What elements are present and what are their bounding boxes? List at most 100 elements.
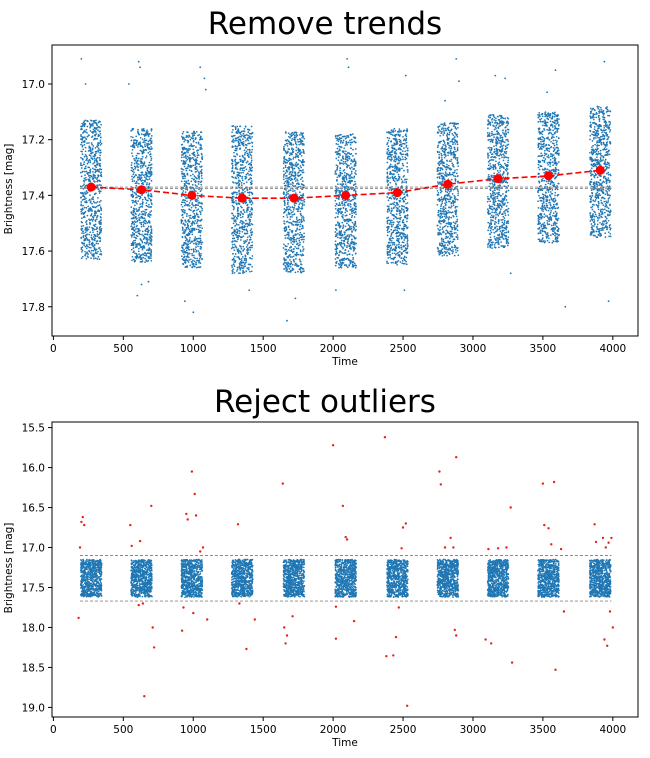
data-point — [133, 162, 136, 165]
data-point — [392, 261, 394, 264]
data-point — [83, 239, 85, 242]
data-point — [148, 238, 150, 241]
data-point — [406, 245, 409, 248]
data-point — [297, 166, 300, 169]
data-point — [290, 249, 293, 251]
data-point — [100, 219, 102, 221]
data-point — [245, 168, 248, 171]
data-point — [246, 160, 249, 163]
data-point — [96, 235, 99, 238]
data-point — [130, 193, 133, 196]
data-point — [293, 171, 296, 174]
data-point — [197, 154, 200, 156]
data-point — [397, 133, 399, 136]
data-point — [234, 145, 237, 148]
data-point — [99, 231, 101, 234]
data-point — [400, 248, 403, 250]
data-point — [133, 142, 135, 145]
data-point — [96, 145, 98, 148]
data-point — [397, 148, 400, 151]
data-point — [186, 155, 189, 158]
data-point — [193, 130, 196, 133]
data-point — [292, 236, 295, 239]
data-point — [180, 167, 183, 170]
data-point — [93, 119, 95, 122]
data-point — [184, 203, 187, 205]
data-point — [199, 165, 201, 168]
data-point — [303, 204, 306, 206]
data-point — [185, 249, 188, 252]
data-point — [93, 157, 96, 160]
data-point — [250, 208, 252, 211]
data-point — [297, 244, 300, 247]
data-point — [191, 177, 193, 180]
data-point — [147, 187, 150, 189]
data-point — [195, 212, 198, 215]
data-point — [149, 137, 152, 140]
data-point — [247, 268, 250, 271]
data-point — [100, 171, 103, 174]
data-point — [98, 226, 101, 229]
data-point — [334, 199, 337, 202]
data-point — [234, 125, 237, 128]
data-point — [344, 162, 346, 165]
data-point — [406, 220, 408, 223]
data-point — [181, 205, 184, 208]
data-point — [284, 164, 287, 167]
data-point — [132, 251, 135, 254]
data-point — [390, 172, 393, 175]
data-point — [148, 236, 151, 238]
data-point — [185, 160, 187, 162]
data-point — [354, 252, 357, 255]
data-point — [231, 264, 233, 267]
data-point — [399, 224, 401, 227]
data-point — [237, 215, 240, 218]
data-point — [390, 225, 393, 228]
data-point — [186, 244, 189, 247]
data-point — [295, 238, 297, 241]
data-point — [285, 189, 287, 191]
data-point — [339, 137, 342, 140]
data-point — [199, 266, 202, 268]
data-point — [286, 179, 288, 182]
data-point — [184, 182, 186, 185]
data-point — [337, 213, 340, 215]
data-point — [300, 170, 303, 172]
data-point — [196, 220, 199, 223]
data-point — [290, 135, 292, 138]
data-point — [132, 139, 135, 142]
data-point — [339, 171, 342, 174]
data-point — [352, 256, 355, 259]
data-point — [140, 223, 143, 226]
data-point — [240, 261, 243, 264]
data-point — [392, 155, 395, 158]
data-point — [402, 257, 405, 260]
data-point — [234, 128, 237, 131]
data-point — [150, 210, 153, 212]
data-point — [282, 247, 285, 249]
data-point — [183, 165, 186, 168]
data-point — [287, 199, 290, 202]
data-point — [133, 159, 136, 162]
data-point — [198, 186, 200, 189]
data-point — [303, 201, 306, 203]
data-point — [200, 180, 203, 183]
data-point — [338, 191, 341, 193]
data-point — [284, 237, 287, 239]
data-point — [191, 229, 193, 232]
data-point — [396, 171, 398, 174]
data-point — [141, 158, 143, 160]
data-point — [95, 127, 97, 130]
data-point — [391, 130, 393, 133]
data-point — [189, 242, 192, 244]
data-point — [233, 207, 235, 209]
data-point — [191, 227, 194, 230]
data-point — [245, 150, 248, 153]
data-point — [288, 247, 291, 249]
data-point — [81, 250, 83, 253]
data-point — [86, 162, 89, 165]
data-point — [88, 142, 90, 144]
data-point — [239, 158, 242, 161]
data-point — [186, 213, 188, 215]
data-point — [93, 126, 96, 129]
